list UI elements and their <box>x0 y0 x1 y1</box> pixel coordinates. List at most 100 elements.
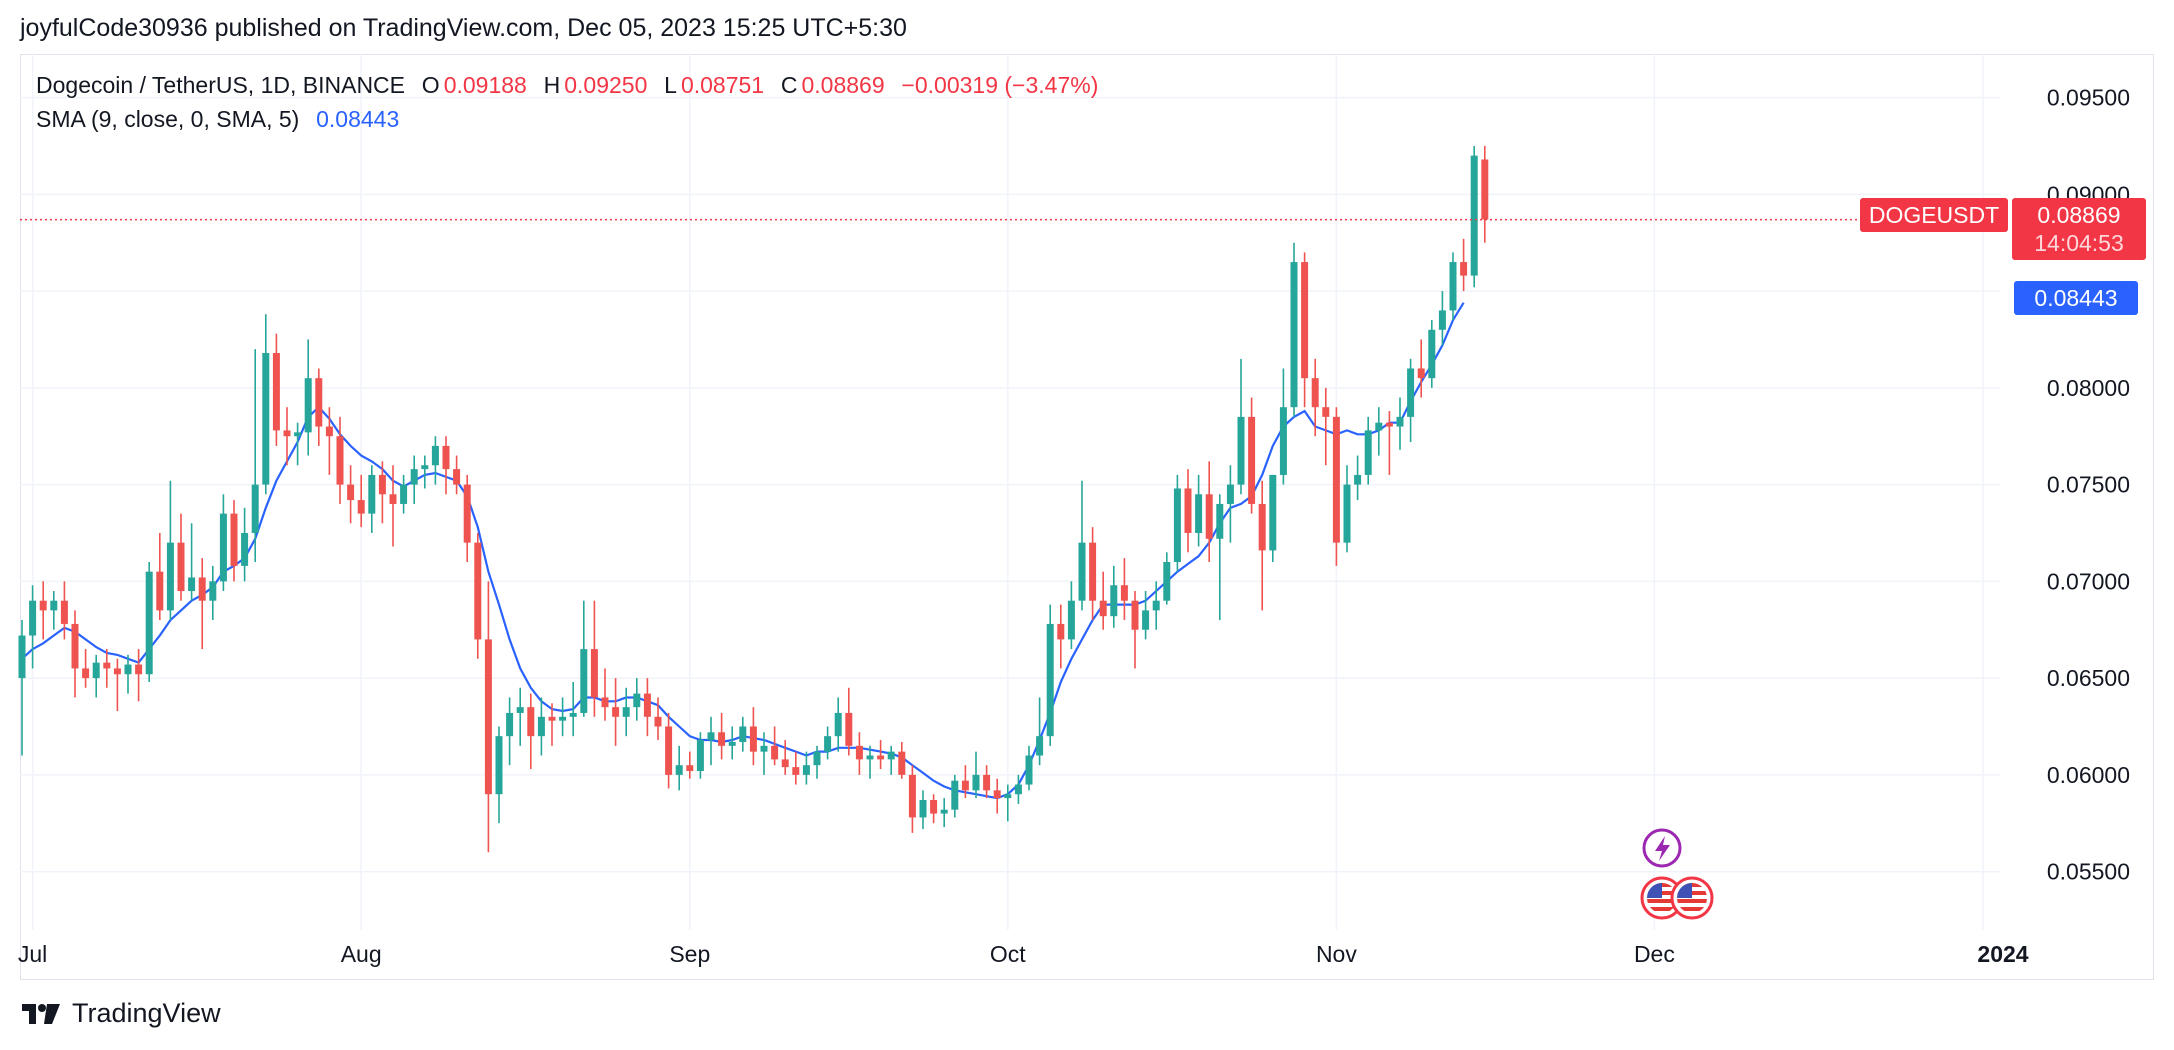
candle[interactable] <box>315 368 323 446</box>
candle[interactable] <box>484 581 492 853</box>
candle[interactable] <box>166 480 174 621</box>
candle[interactable] <box>654 697 662 741</box>
candle[interactable] <box>60 581 68 640</box>
candle[interactable] <box>92 654 100 698</box>
candle[interactable] <box>1396 397 1404 450</box>
candle[interactable] <box>230 500 238 582</box>
candle[interactable] <box>442 436 450 495</box>
candle[interactable] <box>612 678 620 746</box>
candle[interactable] <box>1258 480 1266 611</box>
candle[interactable] <box>559 697 567 737</box>
candle[interactable] <box>145 562 153 682</box>
candle[interactable] <box>930 794 938 824</box>
lightning-event-icon[interactable] <box>1642 828 1682 868</box>
candle[interactable] <box>1163 552 1171 605</box>
candle[interactable] <box>241 507 249 582</box>
candle[interactable] <box>1078 480 1086 611</box>
candle[interactable] <box>357 474 365 528</box>
candle[interactable] <box>792 751 800 785</box>
candle[interactable] <box>961 765 969 799</box>
candle[interactable] <box>1385 411 1393 475</box>
candle[interactable] <box>506 697 514 766</box>
candle[interactable] <box>887 745 895 775</box>
candle[interactable] <box>760 732 768 775</box>
candle[interactable] <box>718 712 726 760</box>
candle[interactable] <box>908 765 916 833</box>
candle[interactable] <box>113 658 121 712</box>
candle[interactable] <box>1301 252 1309 408</box>
candle[interactable] <box>1025 745 1033 791</box>
candle[interactable] <box>527 693 535 770</box>
candle[interactable] <box>665 712 673 789</box>
candle[interactable] <box>251 349 259 563</box>
candle[interactable] <box>453 455 461 495</box>
us-flag-event-icon[interactable] <box>1670 876 1714 920</box>
candle[interactable] <box>633 678 641 721</box>
candle[interactable] <box>1014 774 1022 804</box>
candle[interactable] <box>1322 387 1330 466</box>
candle[interactable] <box>336 416 344 504</box>
candle[interactable] <box>1205 461 1213 563</box>
candle[interactable] <box>771 726 779 766</box>
candle[interactable] <box>325 407 333 475</box>
candle[interactable] <box>993 778 1001 814</box>
candle[interactable] <box>845 687 853 756</box>
candle[interactable] <box>940 798 948 828</box>
candle[interactable] <box>1332 407 1340 566</box>
candle[interactable] <box>855 732 863 775</box>
candle[interactable] <box>103 649 111 688</box>
candle[interactable] <box>1375 407 1383 456</box>
candle[interactable] <box>824 726 832 760</box>
candle[interactable] <box>1057 604 1065 669</box>
candle[interactable] <box>1290 242 1298 417</box>
candle[interactable] <box>590 600 598 717</box>
candle[interactable] <box>813 745 821 779</box>
candle[interactable] <box>1364 416 1372 485</box>
candle[interactable] <box>516 687 524 746</box>
candle[interactable] <box>50 591 58 630</box>
candle[interactable] <box>898 741 906 779</box>
candle[interactable] <box>834 697 842 752</box>
candle[interactable] <box>135 649 143 702</box>
candle[interactable] <box>198 558 206 650</box>
candle[interactable] <box>124 654 132 694</box>
candle[interactable] <box>983 765 991 799</box>
candle[interactable] <box>1311 358 1319 437</box>
candle[interactable] <box>1470 145 1478 288</box>
candle[interactable] <box>1407 358 1415 443</box>
candle[interactable] <box>802 751 810 785</box>
candle[interactable] <box>368 465 376 533</box>
candle[interactable] <box>1279 368 1287 485</box>
candle[interactable] <box>749 707 757 766</box>
candle[interactable] <box>866 745 874 779</box>
candle[interactable] <box>1449 252 1457 321</box>
candle[interactable] <box>431 436 439 485</box>
candle[interactable] <box>421 455 429 489</box>
candle[interactable] <box>1216 494 1224 621</box>
candle[interactable] <box>1046 604 1054 746</box>
candle[interactable] <box>739 716 747 752</box>
candle[interactable] <box>304 339 312 456</box>
candle[interactable] <box>71 610 79 698</box>
candle[interactable] <box>1343 465 1351 553</box>
candle[interactable] <box>283 407 291 466</box>
candle[interactable] <box>919 790 927 830</box>
candle[interactable] <box>410 455 418 504</box>
candle[interactable] <box>728 726 736 760</box>
footer-brand[interactable]: TradingView <box>20 998 221 1029</box>
candle[interactable] <box>1417 339 1425 398</box>
candle[interactable] <box>1184 469 1192 553</box>
candle[interactable] <box>1036 697 1044 766</box>
candle[interactable] <box>209 565 217 621</box>
candle[interactable] <box>1438 291 1446 346</box>
candle[interactable] <box>1226 465 1234 543</box>
candle[interactable] <box>177 513 185 601</box>
candle[interactable] <box>188 523 196 601</box>
candle[interactable] <box>1110 565 1118 628</box>
candle[interactable] <box>877 740 885 770</box>
candle[interactable] <box>1248 397 1256 514</box>
candle[interactable] <box>1269 474 1277 563</box>
candle[interactable] <box>389 465 397 547</box>
candle[interactable] <box>463 474 471 563</box>
